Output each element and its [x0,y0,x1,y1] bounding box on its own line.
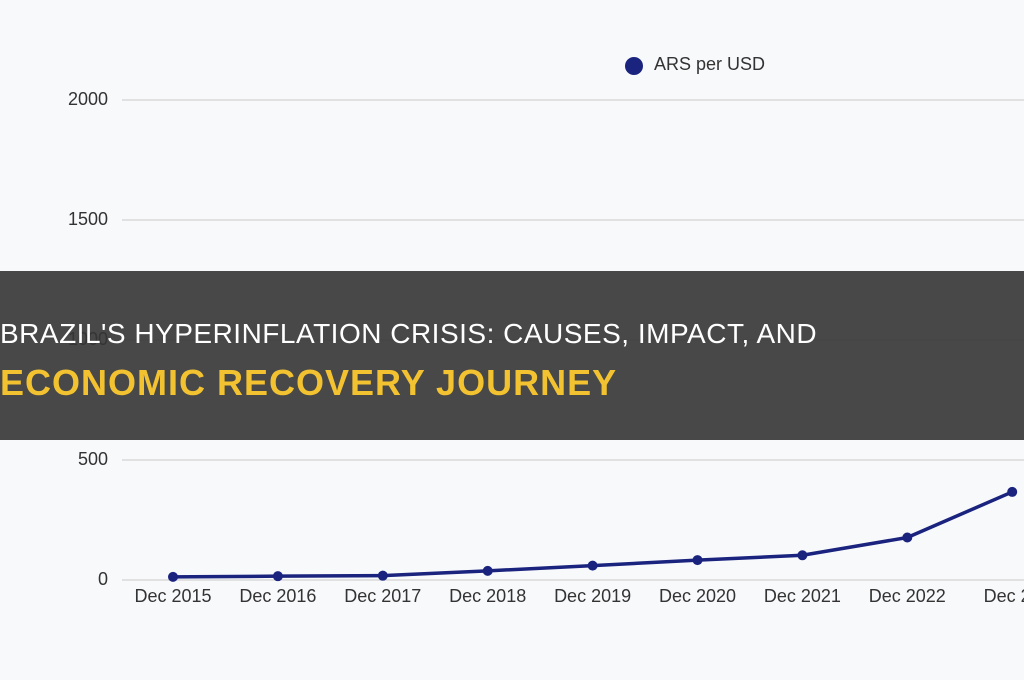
legend-label: ARS per USD [654,54,765,74]
x-tick-label: Dec 2017 [344,586,421,606]
y-tick-label: 1500 [68,209,108,229]
y-tick-label: 2000 [68,89,108,109]
x-tick-label: Dec 2019 [554,586,631,606]
data-point [1007,486,1018,497]
x-tick-label: Dec 2020 [659,586,736,606]
x-tick-label: Dec 2022 [869,586,946,606]
x-tick-label: Dec 20 [984,586,1024,606]
data-point [168,571,178,582]
x-tick-label: Dec 2021 [764,586,841,606]
data-point [377,570,388,581]
x-tick-label: Dec 2016 [239,586,316,606]
banner-title-line: BRAZIL'S HYPERINFLATION CRISIS: CAUSES, … [0,318,818,349]
y-tick-label: 0 [98,569,108,589]
legend-marker [625,57,643,75]
x-tick-label: Dec 2015 [134,586,211,606]
data-point [272,571,283,582]
data-point [797,550,808,561]
x-tick-label: Dec 2018 [449,586,526,606]
data-point [692,555,703,566]
data-point [587,560,598,571]
title-banner [0,271,1024,440]
banner-title-line: ECONOMIC RECOVERY JOURNEY [0,362,618,403]
y-tick-label: 500 [78,449,108,469]
data-point [902,532,913,543]
data-point [482,565,493,576]
